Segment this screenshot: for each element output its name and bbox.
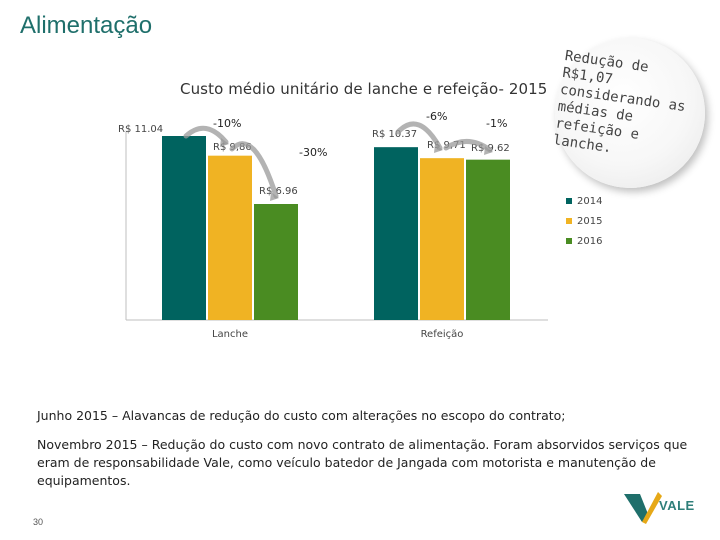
annotation-arrow-2	[395, 121, 443, 151]
vale-logo-icon	[624, 492, 662, 524]
bar-lanche-2014	[162, 136, 206, 320]
category-label-1: Refeição	[421, 329, 464, 340]
data-label-0-2016: R$ 6.96	[259, 186, 298, 197]
category-label-0: Lanche	[212, 329, 248, 340]
chart-title: Custo médio unitário de lanche e refeiçã…	[180, 80, 548, 98]
data-label-0-2014: R$ 11.04	[118, 124, 163, 135]
annotation-arrow-1	[229, 141, 279, 199]
note-november-2015: Novembro 2015 – Redução do custo com nov…	[37, 437, 688, 488]
bar-refeio-2015	[420, 158, 464, 320]
annotation-label-2: -6%	[426, 110, 447, 123]
legend-label-2015: 2015	[577, 216, 602, 227]
annotation-label-1: -30%	[299, 146, 327, 159]
page-number: 30	[33, 517, 44, 527]
annotation-label-3: -1%	[486, 117, 507, 130]
annotation-arrowhead-0	[220, 138, 229, 147]
legend-label-2014: 2014	[577, 196, 602, 207]
bar-refeio-2016	[466, 159, 510, 320]
annotation-arrow-0	[183, 125, 229, 145]
bar-lanche-2015	[208, 155, 252, 320]
legend-label-2016: 2016	[577, 236, 602, 247]
annotation-label-0: -10%	[213, 117, 241, 130]
bar-lanche-2016	[254, 204, 298, 320]
annotation-arrowhead-3	[484, 146, 493, 155]
slide-title: Alimentação	[20, 12, 153, 39]
legend-swatch-2014	[566, 198, 572, 204]
annotation-arrowhead-1	[270, 192, 279, 201]
data-label-1-2014: R$ 10.37	[372, 129, 417, 140]
bar-refeio-2014	[374, 147, 418, 320]
legend-swatch-2016	[566, 238, 572, 244]
legend-swatch-2015	[566, 218, 572, 224]
annotation-arrowhead-2	[434, 144, 443, 153]
callout-circle	[555, 38, 705, 188]
vale-logo-text: VALE	[659, 498, 695, 513]
note-june-2015: Junho 2015 – Alavancas de redução do cus…	[37, 408, 566, 423]
